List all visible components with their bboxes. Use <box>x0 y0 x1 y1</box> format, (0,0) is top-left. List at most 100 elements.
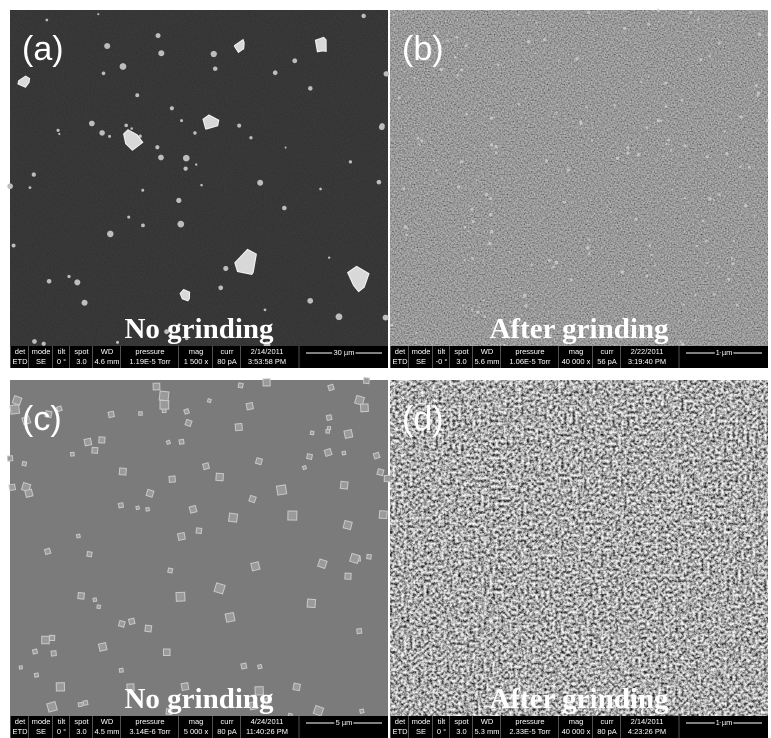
grain <box>460 68 463 71</box>
databar-value: 3.0 <box>76 727 86 736</box>
crystal <box>367 554 372 559</box>
grain <box>517 15 519 17</box>
crystal <box>315 37 326 52</box>
grain <box>713 293 716 296</box>
grain <box>455 36 458 39</box>
grain <box>407 228 409 230</box>
crystal <box>160 400 169 409</box>
grain <box>664 82 667 85</box>
crystal <box>357 628 362 633</box>
grain <box>585 106 587 108</box>
grain <box>460 160 463 163</box>
grain <box>665 105 668 108</box>
crystal <box>185 419 192 426</box>
grain <box>650 254 652 256</box>
crystal <box>7 456 12 461</box>
databar-header: pressure <box>515 717 544 726</box>
crystal <box>214 583 225 594</box>
grain <box>464 226 467 229</box>
particle <box>141 223 145 227</box>
grain <box>479 307 481 309</box>
crystal <box>229 513 238 522</box>
noise <box>390 380 768 716</box>
grain <box>490 143 493 146</box>
particle <box>170 106 174 110</box>
crystal <box>384 475 390 481</box>
grain <box>548 259 551 262</box>
particle <box>107 231 114 238</box>
grain <box>733 240 735 242</box>
particle <box>218 285 223 290</box>
grain <box>748 166 751 169</box>
particle <box>176 198 181 203</box>
grain <box>489 213 492 216</box>
grain <box>476 310 479 313</box>
crystal <box>44 548 50 554</box>
grain <box>680 99 683 102</box>
databar-value: 2.33E-5 Torr <box>509 727 551 736</box>
databar-header: mode <box>32 717 51 726</box>
crystal <box>203 463 210 470</box>
sem-image <box>390 380 768 716</box>
particle <box>102 71 106 75</box>
databar-header: curr <box>221 347 234 356</box>
crystal <box>83 700 88 705</box>
grain <box>739 115 742 118</box>
crystal <box>251 562 260 571</box>
databar-value: 3.14E-6 Torr <box>129 727 171 736</box>
databar-header: mag <box>569 717 584 726</box>
crystal <box>184 409 190 415</box>
crystal <box>19 666 22 669</box>
crystal <box>49 635 54 640</box>
crystal <box>326 415 332 421</box>
particle <box>127 216 130 219</box>
particle <box>384 71 389 76</box>
grain <box>736 304 739 307</box>
crystal <box>307 454 313 460</box>
grain <box>415 342 417 344</box>
scale-label: 30 µm <box>334 348 355 357</box>
particle <box>7 183 13 189</box>
particle <box>383 315 389 321</box>
particle <box>32 339 37 344</box>
crystal <box>119 468 126 475</box>
databar-value: 80 pA <box>217 357 237 366</box>
grain <box>465 113 468 116</box>
databar: detETDmodeSEtilt0 °spot3.0WD4.6 mmpressu… <box>10 346 388 368</box>
panel-label: (d) <box>402 400 444 438</box>
noise <box>10 10 388 346</box>
crystal <box>176 592 185 601</box>
particle <box>183 155 190 162</box>
grain <box>464 259 466 261</box>
crystal <box>118 620 125 627</box>
databar-header: pressure <box>135 347 164 356</box>
databar-header: tilt <box>58 717 66 726</box>
grain <box>694 319 696 321</box>
particle <box>307 298 313 304</box>
figure: (a)No grindingdetETDmodeSEtilt0 °spot3.0… <box>0 0 771 738</box>
crystal <box>373 452 380 459</box>
grain <box>415 332 417 334</box>
databar-value: 5.6 mm <box>474 357 499 366</box>
crystal <box>363 378 369 384</box>
particle <box>155 145 159 149</box>
grain <box>616 157 619 160</box>
particle <box>158 155 164 161</box>
grain <box>446 235 448 237</box>
particle <box>195 163 197 165</box>
grain <box>433 159 435 161</box>
grain <box>646 274 649 277</box>
crystal <box>9 484 16 491</box>
crystal <box>246 402 253 409</box>
grain <box>485 193 488 196</box>
grain <box>635 218 638 221</box>
grain <box>471 257 474 260</box>
grain <box>402 187 405 190</box>
crystal <box>32 649 37 654</box>
crystal <box>10 405 20 415</box>
grain <box>543 38 546 41</box>
grain <box>709 55 711 57</box>
